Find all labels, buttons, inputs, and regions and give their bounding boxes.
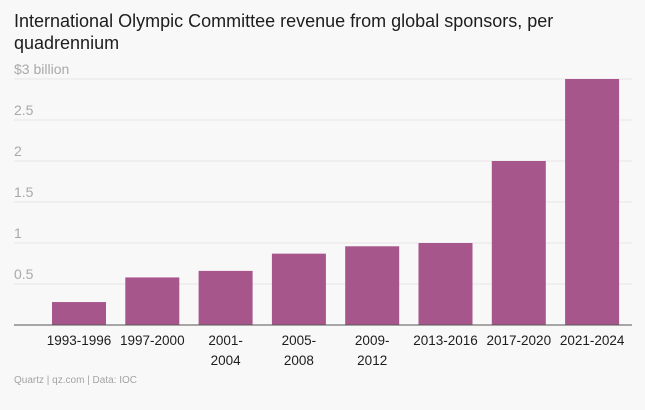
x-category-label: 1993-1996 bbox=[47, 333, 112, 348]
y-tick-label: 1 bbox=[14, 225, 22, 241]
x-category-label: 2013-2016 bbox=[413, 333, 478, 348]
bar bbox=[565, 79, 620, 325]
x-category-label: 2008 bbox=[284, 353, 314, 368]
x-category-label: 2009- bbox=[355, 333, 390, 348]
x-category-label: 2012 bbox=[357, 353, 387, 368]
source-footer: Quartz | qz.com | Data: IOC bbox=[14, 375, 138, 386]
x-category-label: 2021-2024 bbox=[560, 333, 625, 348]
bar bbox=[418, 243, 473, 325]
bar bbox=[271, 253, 326, 325]
y-tick-label: 1.5 bbox=[14, 184, 34, 200]
y-tick-label: 2.5 bbox=[14, 102, 34, 118]
bar bbox=[52, 302, 106, 325]
bar bbox=[198, 270, 253, 325]
x-category-label: 2005- bbox=[282, 333, 317, 348]
x-category-label: 2001- bbox=[208, 333, 243, 348]
x-category-label: 2004 bbox=[211, 353, 242, 368]
y-tick-label: 0.5 bbox=[14, 266, 34, 282]
x-category-label: 1997-2000 bbox=[120, 333, 185, 348]
bar bbox=[345, 246, 400, 325]
y-tick-label: $3 billion bbox=[14, 61, 69, 77]
x-category-label: 2017-2020 bbox=[487, 333, 552, 348]
chart-title: International Olympic Committee revenue … bbox=[14, 11, 554, 53]
bar bbox=[125, 277, 180, 325]
y-tick-label: 2 bbox=[14, 143, 22, 159]
bar bbox=[491, 161, 546, 325]
